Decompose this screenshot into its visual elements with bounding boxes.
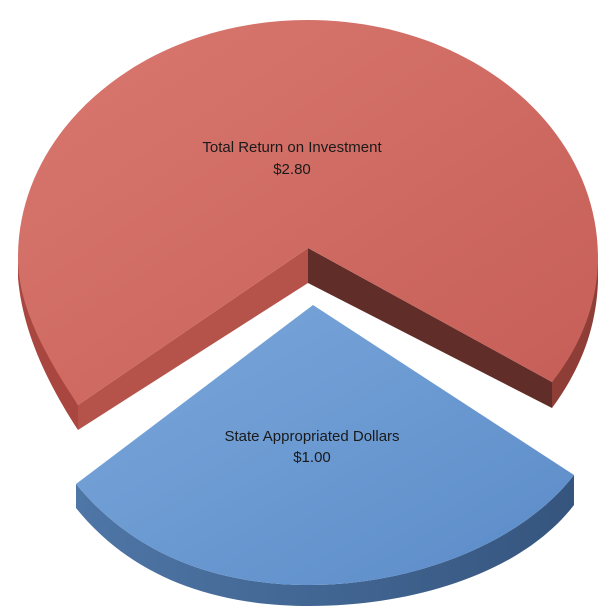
- pie-slice-total-return-side-right: [552, 258, 598, 408]
- label-total-return-value: $2.80: [273, 161, 311, 178]
- label-state-appropriated-value: $1.00: [293, 449, 331, 466]
- pie-slice-total-return-top: [18, 20, 598, 405]
- pie-slice-state-appropriated-side: [76, 475, 574, 606]
- label-state-appropriated-name: State Appropriated Dollars: [224, 428, 399, 445]
- pie-slice-state-appropriated-top: [76, 305, 574, 585]
- pie-slice-state-appropriated: [76, 305, 574, 606]
- pie-slice-total-return-cut-left: [78, 248, 308, 430]
- pie-slice-total-return-cut-right: [308, 248, 552, 408]
- label-total-return-name: Total Return on Investment: [202, 139, 382, 156]
- pie-slice-total-return: [18, 20, 598, 430]
- pie-slice-total-return-side: [18, 258, 78, 430]
